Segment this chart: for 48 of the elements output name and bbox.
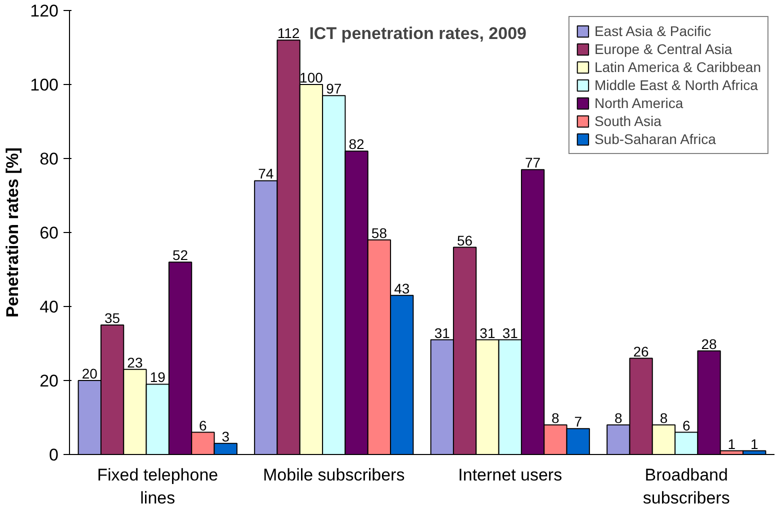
y-tick-label: 100 bbox=[30, 76, 59, 94]
x-tick-label: Fixed telephone lines bbox=[97, 466, 218, 508]
x-tick-label: Broadband subscribers bbox=[642, 466, 730, 508]
data-label: 52 bbox=[172, 247, 188, 264]
data-label: 6 bbox=[682, 417, 690, 434]
data-label: 56 bbox=[457, 232, 473, 248]
data-label: 1 bbox=[728, 436, 736, 452]
legend-label: South Asia bbox=[594, 113, 662, 129]
data-label: 58 bbox=[371, 224, 388, 241]
y-tick-label: 60 bbox=[40, 224, 59, 242]
data-label: 82 bbox=[348, 136, 365, 152]
data-label: 100 bbox=[300, 70, 324, 86]
data-label: 43 bbox=[394, 280, 410, 296]
data-label: 35 bbox=[104, 310, 120, 326]
data-label: 8 bbox=[660, 410, 668, 426]
data-label: 77 bbox=[525, 154, 541, 171]
data-label: 7 bbox=[574, 414, 582, 430]
legend-label: North America bbox=[594, 95, 684, 111]
data-label: 112 bbox=[277, 25, 300, 42]
y-axis-title: Penetration rates [%] bbox=[3, 147, 22, 318]
legend-label: Latin America & Caribbean bbox=[594, 59, 761, 75]
x-tick-label: Internet users bbox=[458, 466, 562, 484]
legend-label: Middle East & North Africa bbox=[594, 77, 758, 93]
data-label: 97 bbox=[326, 80, 342, 97]
y-tick-label: 120 bbox=[30, 2, 59, 20]
y-tick-label: 80 bbox=[40, 150, 59, 168]
data-label: 19 bbox=[150, 369, 166, 386]
legend-label: Sub-Saharan Africa bbox=[594, 131, 716, 147]
data-label: 28 bbox=[701, 336, 718, 352]
data-label: 20 bbox=[82, 366, 98, 382]
y-tick-label: 20 bbox=[40, 372, 59, 390]
y-tick-label: 40 bbox=[40, 298, 59, 316]
legend-label: East Asia & Pacific bbox=[594, 23, 712, 39]
data-label: 31 bbox=[434, 324, 450, 341]
data-label: 31 bbox=[502, 324, 518, 341]
data-label: 23 bbox=[127, 354, 143, 370]
data-label: 3 bbox=[222, 428, 230, 444]
data-label: 26 bbox=[633, 343, 650, 360]
y-tick-label: 0 bbox=[49, 446, 59, 464]
data-label: 31 bbox=[480, 324, 496, 341]
x-tick-label: Mobile subscribers bbox=[263, 466, 405, 484]
text: ICT penetration rates, 2009 bbox=[309, 24, 527, 43]
data-label: 8 bbox=[552, 410, 560, 426]
data-label: 74 bbox=[258, 166, 274, 182]
data-label: 6 bbox=[199, 417, 208, 434]
legend-label: Europe & Central Asia bbox=[594, 41, 732, 57]
data-label: 1 bbox=[750, 436, 758, 452]
data-label: 8 bbox=[614, 410, 622, 426]
